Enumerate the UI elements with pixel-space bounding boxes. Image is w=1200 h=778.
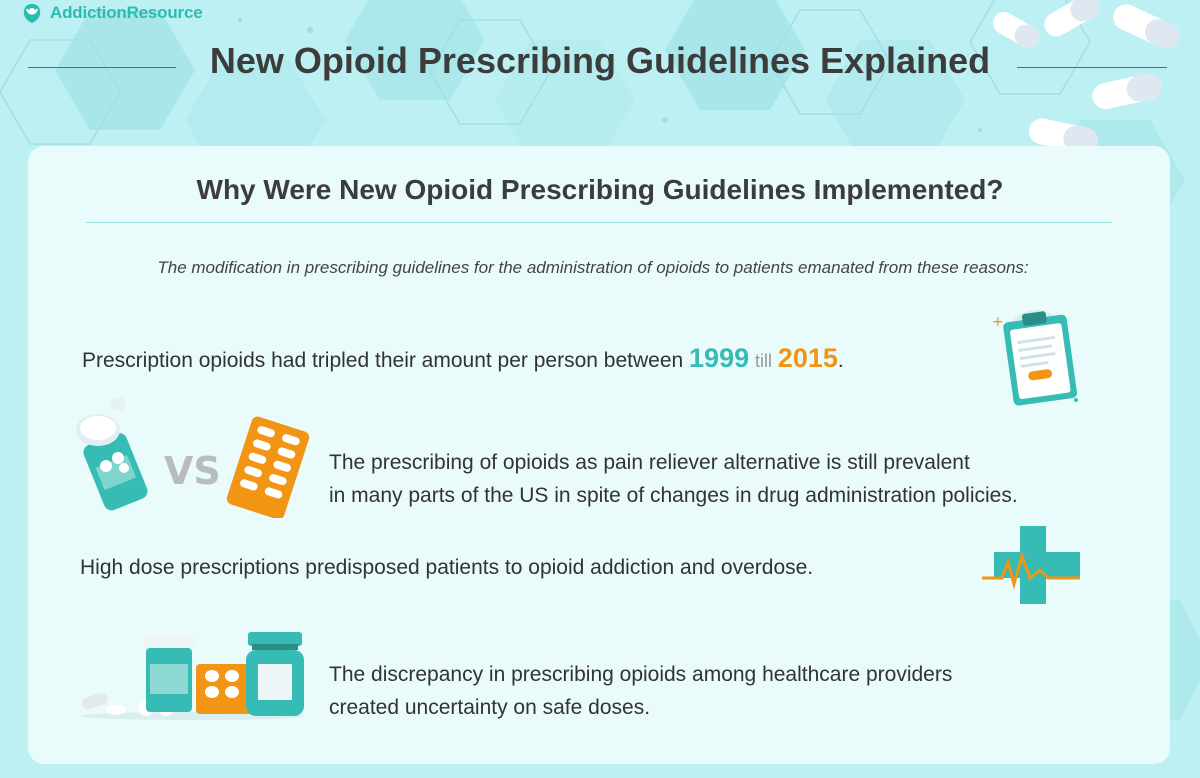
section-divider <box>86 222 1112 223</box>
title-rule-left <box>28 67 176 68</box>
reason-2-line-1: The prescribing of opioids as pain relie… <box>329 451 970 474</box>
year-end: 2015 <box>777 343 838 373</box>
clipboard-icon: + <box>992 310 1078 406</box>
reason-4-text: The discrepancy in prescribing opioids a… <box>329 658 952 724</box>
svg-text:+: + <box>992 314 1004 330</box>
logo-icon <box>23 4 41 23</box>
section-title: Why Were New Opioid Prescribing Guidelin… <box>196 174 1004 205</box>
medical-cross-heartbeat-icon <box>982 526 1080 604</box>
reason-4-line-1: The discrepancy in prescribing opioids a… <box>329 663 953 686</box>
reason-4-line-2: created uncertainty on safe doses. <box>329 696 651 719</box>
pill-bottle-vs-blister-pack-icon: VS <box>76 397 310 518</box>
brand-logo[interactable]: AddictionResource <box>20 0 203 26</box>
vs-label: VS <box>164 449 221 493</box>
reason-1-end: . <box>837 349 844 372</box>
title-rule-right <box>1017 67 1167 68</box>
year-start: 1999 <box>689 343 750 373</box>
year-connector: till <box>754 351 772 371</box>
medicine-group-icon <box>80 632 304 720</box>
reason-2-line-2: in many parts of the US in spite of chan… <box>329 484 1018 507</box>
reason-1-lead: Prescription opioids had tripled their a… <box>82 349 690 372</box>
section-intro: The modification in prescribing guidelin… <box>157 258 1029 277</box>
brand-name: AddictionResource <box>50 3 203 22</box>
reason-2-text: The prescribing of opioids as pain relie… <box>329 446 1018 512</box>
content-card <box>28 146 1170 764</box>
reason-3-text: High dose prescriptions predisposed pati… <box>80 556 814 579</box>
page-title: New Opioid Prescribing Guidelines Explai… <box>209 40 991 81</box>
reason-1-text: Prescription opioids had tripled their a… <box>82 342 844 378</box>
